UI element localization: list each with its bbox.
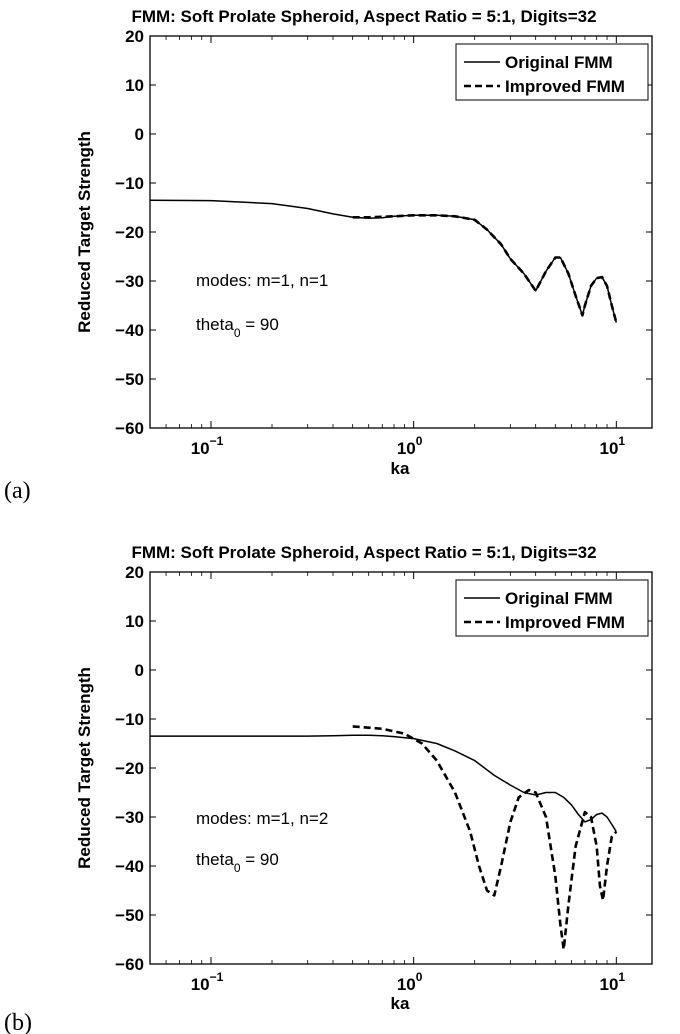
theta-annotation-b: theta0 = 90 [196, 850, 279, 875]
theta-annotation-a: theta0 = 90 [196, 315, 279, 340]
x-ticks-b: 10−1 100 101 [165, 572, 626, 994]
y-tick-label: −50 [115, 370, 144, 389]
modes-annotation-b: modes: m=1, n=2 [196, 809, 328, 828]
x-tick-label: 100 [397, 970, 423, 994]
y-tick-label: 10 [125, 612, 144, 631]
legend-label-improved-a: Improved FMM [505, 77, 625, 96]
series-improved-fmm [352, 725, 618, 951]
legend-a: Original FMM Improved FMM [455, 43, 649, 101]
y-tick-label: −40 [115, 857, 144, 876]
y-tick-label: 0 [135, 125, 144, 144]
y-tick-label: −20 [115, 223, 144, 242]
x-tick-label: 10−1 [191, 970, 224, 994]
y-tick-label: −30 [115, 808, 144, 827]
y-tick-label: −60 [115, 955, 144, 974]
legend-label-original-a: Original FMM [505, 53, 613, 72]
y-axis-label-b: Reduced Target Strength [75, 667, 94, 869]
theta-sub-a: 0 [234, 326, 241, 340]
legend-label-improved-b: Improved FMM [505, 613, 625, 632]
y-tick-label: 10 [125, 76, 144, 95]
y-ticks-b: 20 10 0 −10 −20 −30 −40 −50 −60 [115, 563, 652, 974]
series-improved-fmm [352, 214, 618, 323]
legend-b: Original FMM Improved FMM [455, 579, 649, 637]
y-tick-label: 20 [125, 563, 144, 582]
theta-suffix-b: = 90 [241, 850, 279, 869]
x-tick-label: 101 [600, 434, 626, 458]
y-ticks-a: 20 10 0 −10 −20 −30 −40 −50 −60 [115, 27, 652, 438]
chart-title-b: FMM: Soft Prolate Spheroid, Aspect Ratio… [131, 543, 596, 562]
series-original-fmm [150, 734, 617, 833]
modes-annotation-a: modes: m=1, n=1 [196, 271, 328, 290]
series-original-fmm [149, 199, 618, 323]
series-layer-a [149, 199, 618, 323]
x-tick-label: 10−1 [191, 434, 224, 458]
y-tick-label: −50 [115, 906, 144, 925]
series-layer-b [150, 725, 618, 951]
legend-box-a [455, 43, 649, 101]
y-axis-label-a: Reduced Target Strength [75, 131, 94, 333]
panel-label-b: (b) [4, 1010, 32, 1034]
x-axis-label-b: ka [391, 994, 410, 1013]
y-tick-label: −10 [115, 174, 144, 193]
y-tick-label: 0 [135, 661, 144, 680]
panel-b: FMM: Soft Prolate Spheroid, Aspect Ratio… [4, 543, 653, 1034]
x-tick-label: 100 [397, 434, 423, 458]
theta-suffix-a: = 90 [241, 315, 279, 334]
theta-prefix-a: theta [196, 315, 234, 334]
y-tick-label: −20 [115, 759, 144, 778]
y-tick-label: −40 [115, 321, 144, 340]
theta-prefix-b: theta [196, 850, 234, 869]
legend-box-b [455, 579, 649, 637]
theta-sub-b: 0 [234, 861, 241, 875]
chart-title-a: FMM: Soft Prolate Spheroid, Aspect Ratio… [131, 7, 596, 26]
x-ticks-a: 10−1 100 101 [165, 36, 626, 458]
x-axis-label-a: ka [391, 459, 410, 478]
y-tick-label: −30 [115, 272, 144, 291]
panel-label-a: (a) [4, 478, 31, 504]
x-tick-label: 101 [600, 970, 626, 994]
panel-a: FMM: Soft Prolate Spheroid, Aspect Ratio… [4, 7, 653, 504]
y-tick-label: −10 [115, 710, 144, 729]
y-tick-label: −60 [115, 419, 144, 438]
y-tick-label: 20 [125, 27, 144, 46]
legend-label-original-b: Original FMM [505, 589, 613, 608]
